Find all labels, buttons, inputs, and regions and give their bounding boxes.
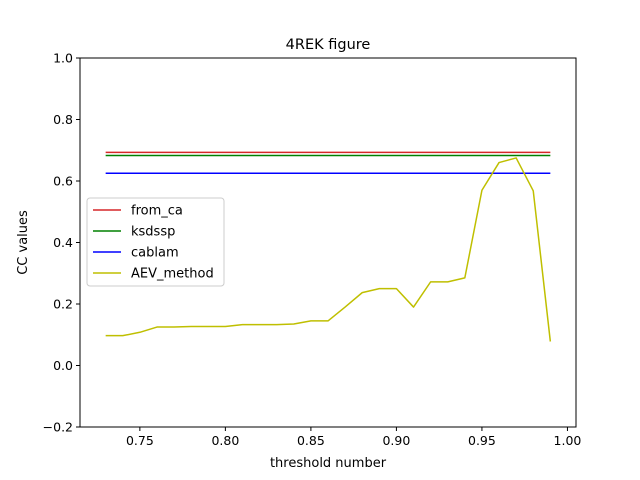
x-tick-label: 0.80 [211,433,239,448]
legend-label: AEV_method [131,267,214,282]
legend-label: from_ca [131,204,183,219]
legend-label: cablam [131,246,179,261]
x-tick-label: 0.95 [468,433,496,448]
legend-box [86,197,225,287]
x-tick-label: 0.75 [126,433,154,448]
y-tick-label: 0.2 [53,297,73,312]
x-tick-label: 0.85 [297,433,325,448]
y-axis: −0.2 0.0 0.2 0.4 0.6 0.8 1.0 [43,51,80,435]
y-tick-label: 0.0 [53,358,73,373]
legend-label: ksdssp [131,225,175,240]
y-axis-label: CC values [16,210,31,275]
y-tick-label: −0.2 [43,420,73,435]
series-line-aev-method [105,157,552,342]
chart-title: 4REK figure [286,37,371,53]
x-tick-label: 1.00 [554,433,582,448]
y-tick-label: 1.0 [53,51,73,66]
series-layer [105,151,552,342]
x-tick-label: 0.90 [382,433,410,448]
y-tick-label: 0.8 [53,112,73,127]
x-axis: 0.75 0.80 0.85 0.90 0.95 1.00 [126,427,581,448]
y-tick-label: 0.6 [53,174,73,189]
x-axis-label: threshold number [270,456,387,471]
y-tick-label: 0.4 [53,235,73,250]
